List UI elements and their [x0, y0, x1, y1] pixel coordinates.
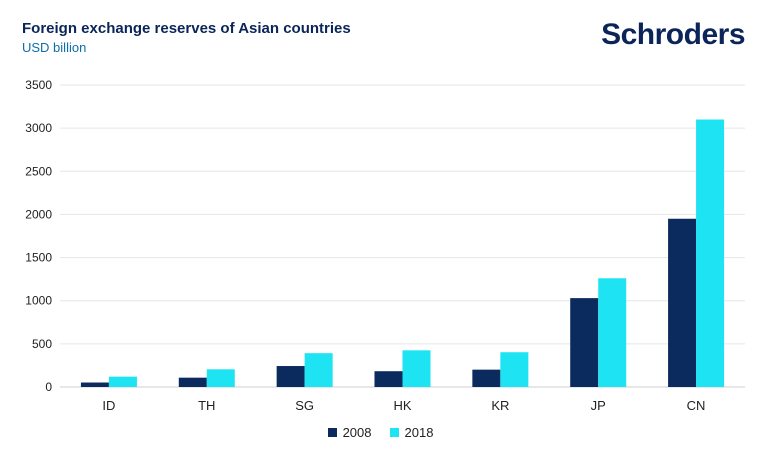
bar-chart: 0 500 1000 1500 2000 2500 3000 3500 ID TH SG HK KR J… — [25, 78, 745, 413]
y-axis-ticks: 0 500 1000 1500 2000 2500 3000 3500 — [25, 78, 52, 394]
x-tick-label: TH — [198, 398, 215, 413]
bar-KR-2018 — [500, 352, 529, 387]
x-tick-label: JP — [591, 398, 606, 413]
brand-logo: Schroders — [601, 18, 745, 51]
y-tick-label: 3000 — [25, 121, 52, 135]
bar-JP-2008 — [570, 298, 599, 387]
y-tick-label: 2000 — [25, 207, 52, 221]
y-tick-label: 2500 — [25, 164, 52, 178]
y-tick-label: 3500 — [25, 78, 52, 92]
legend-label-2018: 2018 — [404, 425, 434, 440]
chart-subtitle: USD billion — [22, 40, 87, 55]
legend-swatch-2018 — [389, 428, 399, 437]
legend-item-2018: 2018 — [389, 425, 434, 440]
x-tick-label: SG — [295, 398, 314, 413]
legend-swatch-2008 — [327, 428, 337, 437]
bar-HK-2018 — [402, 350, 431, 387]
bar-SG-2008 — [276, 366, 305, 387]
bar-HK-2008 — [374, 371, 403, 387]
bar-TH-2018 — [206, 369, 235, 387]
y-tick-label: 1000 — [25, 294, 52, 308]
bar-CN-2018 — [696, 119, 725, 387]
bar-ID-2008 — [80, 382, 109, 387]
chart-title: Foreign exchange reserves of Asian count… — [22, 20, 351, 37]
bars — [80, 119, 725, 387]
bar-TH-2008 — [178, 377, 207, 387]
bar-KR-2008 — [472, 369, 501, 387]
x-tick-label: CN — [687, 398, 706, 413]
y-tick-label: 1500 — [25, 251, 52, 265]
y-tick-label: 500 — [32, 337, 52, 351]
x-tick-label: ID — [102, 398, 115, 413]
legend-label-2008: 2008 — [342, 425, 372, 440]
y-tick-label: 0 — [45, 380, 52, 394]
gridlines — [60, 84, 745, 388]
legend-item-2008: 2008 — [327, 425, 372, 440]
legend: 2008 2018 — [0, 425, 761, 440]
x-axis-ticks: ID TH SG HK KR JP CN — [102, 398, 705, 413]
bar-SG-2018 — [304, 353, 333, 387]
bar-CN-2008 — [668, 218, 697, 387]
bar-JP-2018 — [598, 278, 627, 387]
x-tick-label: KR — [491, 398, 509, 413]
bar-ID-2018 — [108, 376, 137, 387]
x-tick-label: HK — [393, 398, 411, 413]
